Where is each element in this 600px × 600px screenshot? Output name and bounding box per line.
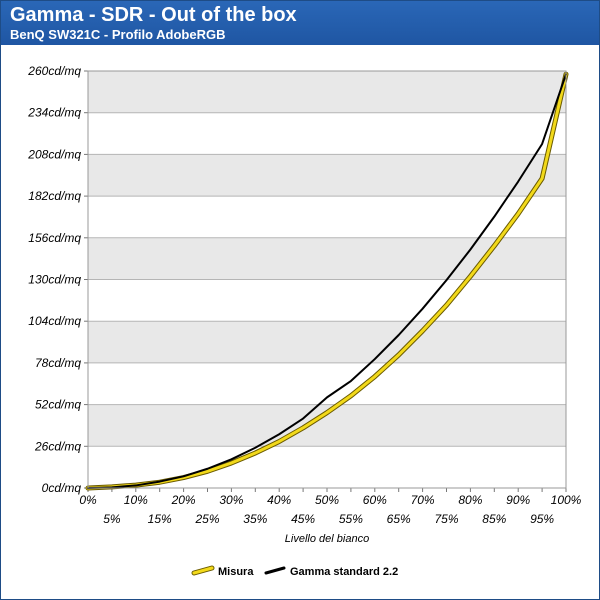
x-tick-label: 15% (148, 512, 172, 526)
legend-label-misura: Misura (218, 566, 254, 578)
x-tick-label: 85% (482, 512, 506, 526)
y-tick-label: 260cd/mq (27, 64, 81, 78)
y-tick-label: 26cd/mq (34, 439, 81, 453)
x-tick-label: 50% (315, 493, 339, 507)
x-tick-label: 45% (291, 512, 315, 526)
chart-title: Gamma - SDR - Out of the box (10, 4, 297, 26)
x-tick-label: 35% (243, 512, 267, 526)
x-tick-label: 100% (551, 493, 582, 507)
grid-band (88, 154, 566, 197)
x-tick-label: 75% (434, 512, 458, 526)
y-tick-label: 78cd/mq (35, 356, 81, 370)
grid-band (88, 321, 566, 363)
x-tick-label: 40% (267, 493, 291, 507)
y-tick-label: 234cd/mq (27, 106, 81, 120)
x-tick-label: 20% (171, 493, 196, 507)
series-lines (85, 71, 569, 491)
x-tick-label: 30% (219, 493, 243, 507)
legend-swatch-gamma-standard (264, 566, 286, 575)
y-tick-label: 156cd/mq (28, 231, 81, 245)
x-tick-label: 55% (339, 512, 363, 526)
x-axis-ticks: 0% 5%10%15% 20% 25%30%35%40%45%50%55%60%65%… (79, 488, 582, 526)
legend-label-gamma-standard: Gamma standard 2.2 (290, 566, 398, 578)
y-tick-label: 208cd/mq (27, 147, 81, 161)
grid-band (88, 71, 566, 113)
x-tick-label: 0% (79, 493, 97, 507)
x-tick-label: 10% (124, 493, 148, 507)
x-tick-label: 25% (194, 512, 219, 526)
x-tick-label: 70% (411, 493, 435, 507)
y-tick-label: 0cd/mq (42, 481, 82, 495)
y-tick-label: 182cd/mq (28, 189, 81, 203)
y-tick-label: 130cd/mq (28, 273, 81, 287)
x-tick-label: 60% (363, 493, 387, 507)
y-tick-label: 52cd/mq (35, 398, 81, 412)
x-tick-label: 5% (103, 512, 121, 526)
grid-band (88, 196, 566, 238)
chart-header: Gamma - SDR - Out of the box BenQ SW321C… (1, 1, 599, 45)
chart-subtitle: BenQ SW321C - Profilo AdobeRGB (10, 27, 226, 42)
legend: Misura Gamma standard 2.2 (191, 565, 398, 578)
grid-bands (88, 71, 566, 488)
legend-swatch-misura (192, 566, 214, 575)
plot-border (87, 70, 567, 489)
x-tick-label: 65% (387, 512, 411, 526)
y-axis-ticks: 0cd/mq 26cd/mq 52cd/mq 78cd/mq 104cd/mq 130cd… (27, 64, 88, 495)
grid-band (88, 279, 566, 322)
x-tick-label: 90% (506, 493, 530, 507)
grid-band (88, 112, 566, 155)
x-tick-label: 80% (458, 493, 482, 507)
x-axis-label: Livello del bianco (285, 533, 369, 545)
x-tick-label: 95% (530, 512, 554, 526)
y-tick-label: 104cd/mq (28, 314, 81, 328)
gamma-standard-line (87, 73, 567, 489)
